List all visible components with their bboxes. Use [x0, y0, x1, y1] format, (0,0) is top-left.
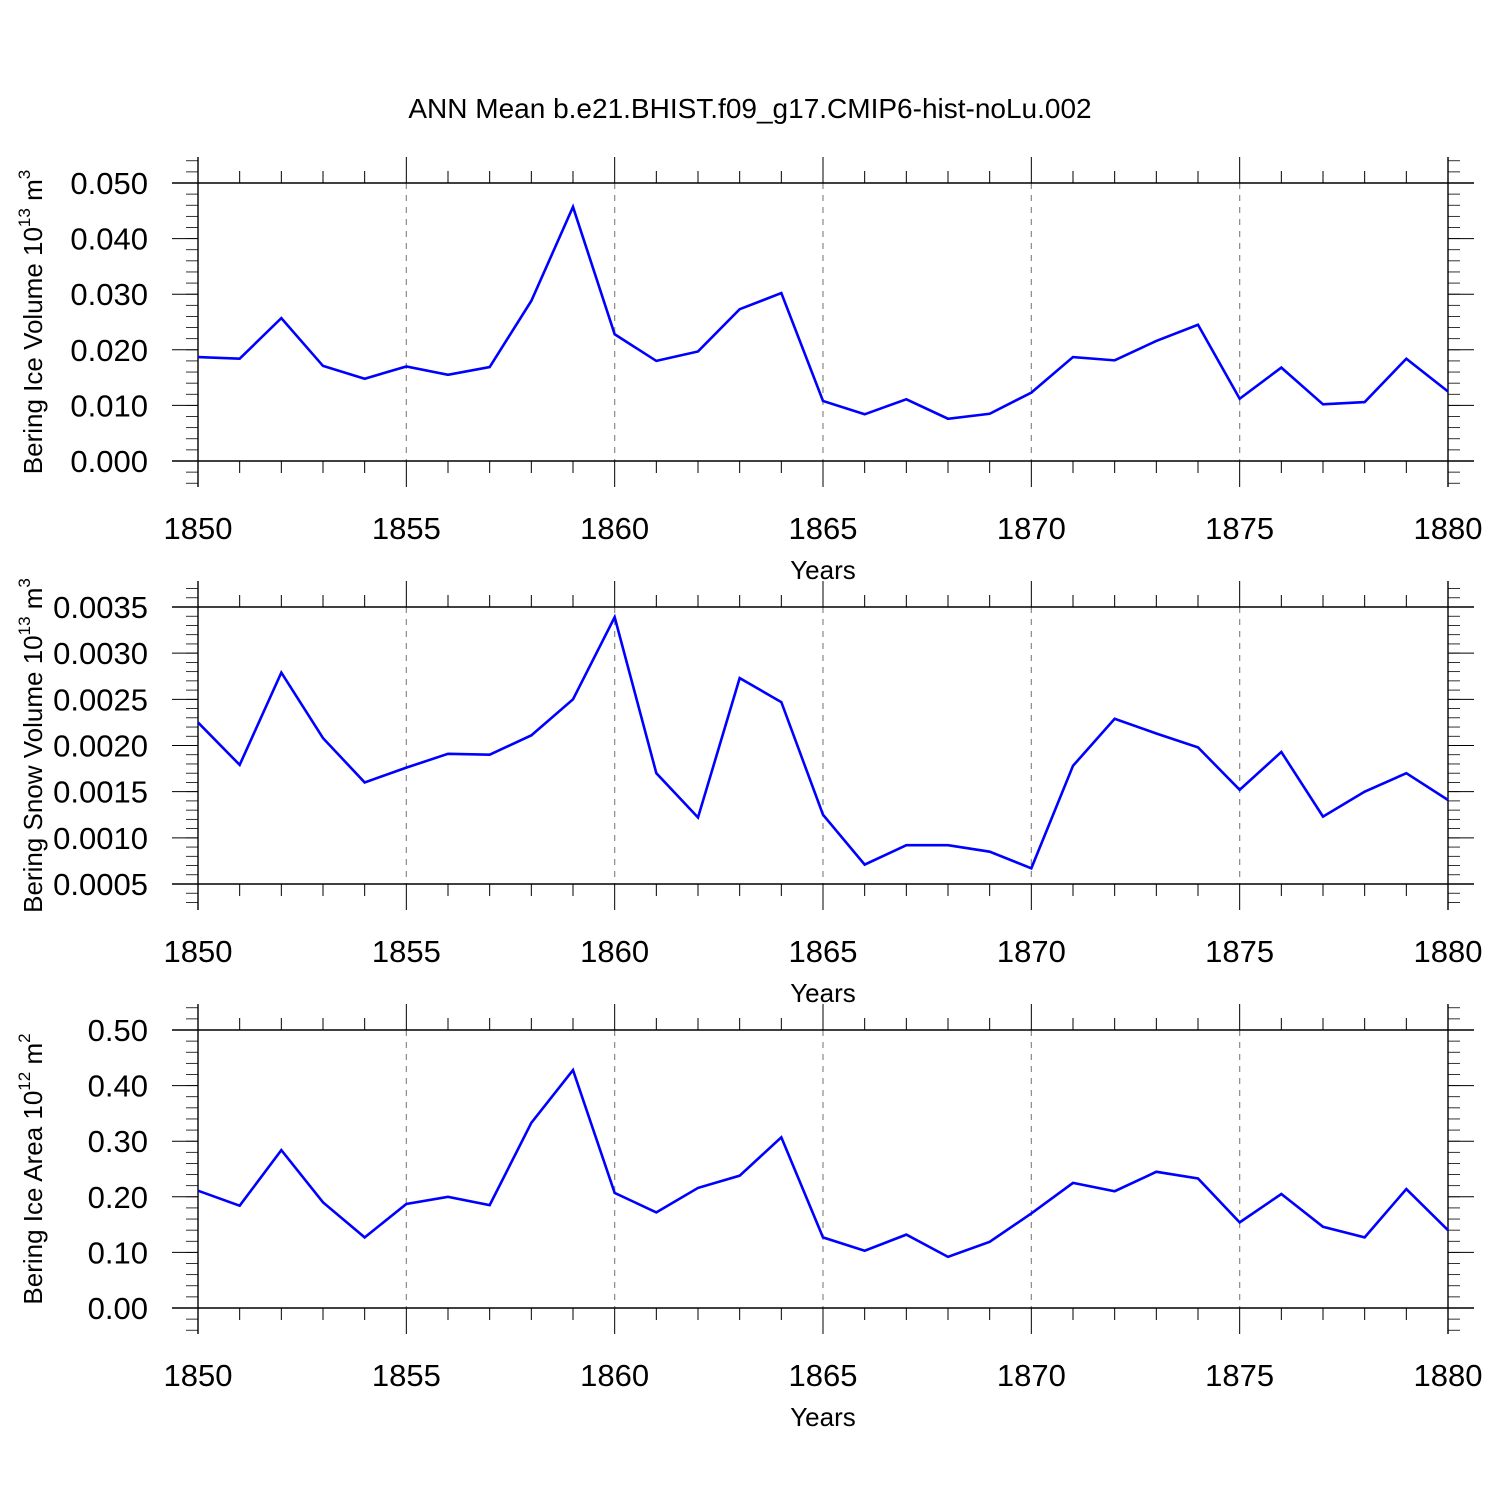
x-tick-label: 1875	[1205, 934, 1274, 969]
y-tick-label: 0.010	[70, 388, 148, 423]
y-tick-label: 0.20	[88, 1180, 148, 1215]
y-axis-label-text: Bering Ice Volume 10	[18, 227, 48, 474]
y-tick-label: 0.0005	[53, 867, 148, 902]
y-axis-label-unit-exp: 2	[15, 1033, 34, 1042]
x-tick-label: 1865	[789, 934, 858, 969]
y-axis-label-unit-exp: 3	[15, 578, 34, 587]
x-axis-label: Years	[790, 978, 856, 1008]
x-tick-label: 1875	[1205, 511, 1274, 546]
y-axis-label-text: Bering Ice Area 10	[18, 1091, 48, 1305]
y-tick-label: 0.00	[88, 1291, 148, 1326]
y-tick-label: 0.020	[70, 333, 148, 368]
y-axis-label: Bering Ice Volume 1013 m3	[15, 170, 48, 474]
y-axis-label-exp: 13	[15, 208, 34, 227]
x-tick-label: 1870	[997, 934, 1066, 969]
y-tick-label: 0.50	[88, 1013, 148, 1048]
x-tick-label: 1860	[580, 1358, 649, 1393]
y-tick-label: 0.0015	[53, 775, 148, 810]
y-axis-label-unit-exp: 3	[15, 170, 34, 179]
x-tick-label: 1855	[372, 1358, 441, 1393]
y-tick-label: 0.040	[70, 222, 148, 257]
x-tick-label: 1850	[164, 1358, 233, 1393]
y-tick-label: 0.10	[88, 1235, 148, 1270]
x-tick-label: 1880	[1414, 1358, 1483, 1393]
x-tick-label: 1855	[372, 511, 441, 546]
x-tick-label: 1880	[1414, 934, 1483, 969]
panel-3: 0.00 0.10 0.20 0.30 0.40 0.50 1850 1855 1860 1865…	[15, 1004, 1482, 1432]
y-tick-label: 0.0035	[53, 590, 148, 625]
x-tick-label: 1875	[1205, 1358, 1274, 1393]
x-tick-label: 1880	[1414, 511, 1483, 546]
y-axis-label-text: Bering Snow Volume 10	[18, 635, 48, 913]
figure-title: ANN Mean b.e21.BHIST.f09_g17.CMIP6-hist-…	[408, 93, 1091, 124]
series-line	[197, 203, 1449, 421]
y-tick-label: 0.40	[88, 1069, 148, 1104]
x-tick-label: 1850	[164, 511, 233, 546]
x-tick-label: 1865	[789, 511, 858, 546]
panel-2: 0.0005 0.0010 0.0015 0.0020 0.0025 0.0030 0.00…	[15, 578, 1482, 1008]
y-axis-label-unit: m	[18, 588, 48, 617]
y-tick-label: 0.0025	[53, 682, 148, 717]
y-tick-label: 0.050	[70, 166, 148, 201]
panel-1: 0.000 0.010 0.020 0.030 0.040 0.050 1850 1855 18…	[15, 157, 1482, 585]
x-tick-label: 1860	[580, 511, 649, 546]
y-axis-label-unit: m	[18, 1043, 48, 1072]
x-axis-label: Years	[790, 555, 856, 585]
y-tick-label: 0.030	[70, 277, 148, 312]
x-axis-label: Years	[790, 1402, 856, 1432]
x-tick-label: 1855	[372, 934, 441, 969]
y-tick-label: 0.0030	[53, 636, 148, 671]
y-axis-label-unit: m	[18, 179, 48, 208]
y-tick-label: 0.0020	[53, 729, 148, 764]
x-tick-label: 1860	[580, 934, 649, 969]
x-tick-label: 1865	[789, 1358, 858, 1393]
x-tick-label: 1870	[997, 1358, 1066, 1393]
y-tick-label: 0.30	[88, 1124, 148, 1159]
x-tick-label: 1870	[997, 511, 1066, 546]
y-tick-label: 0.000	[70, 444, 148, 479]
y-axis-label: Bering Ice Area 1012 m2	[15, 1033, 48, 1304]
x-tick-label: 1850	[164, 934, 233, 969]
y-axis-label-exp: 13	[15, 616, 34, 635]
y-axis-label: Bering Snow Volume 1013 m3	[15, 578, 48, 913]
y-axis-label-exp: 12	[15, 1072, 34, 1091]
y-tick-label: 0.0010	[53, 821, 148, 856]
